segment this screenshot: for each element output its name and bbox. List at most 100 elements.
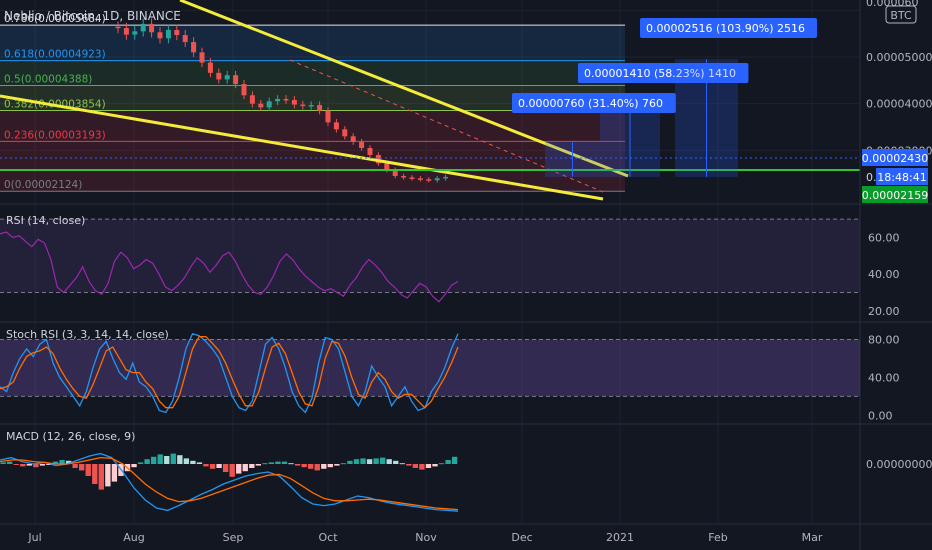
time-tick: Dec (511, 531, 532, 544)
macd-histogram-bar (111, 464, 118, 482)
candle-body (132, 31, 138, 35)
candle-body (417, 178, 423, 180)
candle-body (325, 110, 331, 123)
macd-histogram-bar (438, 463, 445, 465)
macd-histogram-bar (7, 461, 13, 464)
macd-histogram-bar (432, 464, 438, 467)
macd-histogram-bar (301, 464, 307, 468)
time-tick: Sep (223, 531, 244, 544)
time-tick: Nov (415, 531, 437, 544)
macd-title: MACD (12, 26, close, 9) (6, 430, 135, 443)
macd-histogram-bar (85, 464, 91, 476)
macd-histogram-bar (275, 461, 281, 464)
candle-body (149, 23, 155, 33)
target-label: 0.00001410 (58.23%) 1410 (584, 67, 736, 80)
macd-histogram-bar (59, 460, 65, 464)
macd-histogram-bar (399, 463, 405, 465)
currency-badge[interactable] (885, 5, 917, 24)
rsi-title: RSI (14, close) (6, 214, 85, 227)
time-tick: Jul (27, 531, 41, 544)
stoch-line (0, 335, 459, 409)
candle-body (165, 29, 171, 39)
candle-body (443, 176, 449, 179)
macd-histogram-bar (229, 464, 235, 477)
rsi-line (0, 231, 459, 303)
macd-histogram-bar (366, 459, 373, 464)
fib-level-label: 0.618(0.00004923) (4, 49, 106, 61)
macd-line (0, 452, 459, 512)
macd-histogram-bar (262, 463, 268, 465)
macd-histogram-bar (0, 462, 6, 464)
fib-level-label: 0(0.00002124) (4, 179, 82, 191)
stoch-tick: 40.00 (868, 371, 900, 384)
macd-histogram-bar (144, 459, 150, 464)
candle-body (291, 99, 297, 105)
fib-level-label: 0.5(0.00004388) (4, 74, 92, 86)
macd-histogram-bar (236, 464, 242, 474)
macd-histogram-bar (294, 464, 301, 466)
macd-histogram-bar (281, 461, 288, 464)
target-label: 0.00000760 (31.40%) 760 (518, 97, 663, 110)
macd-histogram-bar (157, 454, 163, 464)
candle-body (207, 62, 213, 73)
macd-histogram-bar (288, 463, 294, 465)
candle-body (140, 23, 146, 32)
macd-histogram-bar (340, 463, 347, 465)
macd-histogram-bar (255, 464, 262, 466)
macd-histogram-bar (46, 464, 52, 465)
macd-histogram-bar (321, 464, 327, 469)
macd-histogram-bar (203, 464, 209, 467)
time-tick: Feb (708, 531, 727, 544)
macd-histogram-bar (393, 460, 399, 464)
target-projections[interactable]: 0.00000760 (31.40%) 760 0.00001410 (58.23… (512, 18, 817, 177)
macd-histogram-bar (353, 459, 360, 464)
rsi-tick: 60.00 (868, 232, 900, 245)
stoch-rsi-pane: 80.00 40.00 0.00 (0, 333, 900, 422)
macd-histogram-bar (164, 456, 170, 464)
macd-histogram-bar (268, 462, 275, 464)
candle-body (199, 52, 205, 63)
stoch-band (0, 339, 860, 397)
candle-body (157, 32, 163, 39)
candle-body (384, 163, 390, 170)
time-axis[interactable]: Jul Aug Sep Oct Nov Dec 2021 Feb Mar (27, 531, 822, 544)
target-label-box (578, 63, 749, 83)
macd-histogram-bar (131, 464, 137, 468)
price-tick: 0.00005000 (866, 51, 932, 64)
macd-histogram-bar (347, 460, 353, 464)
currency-badge-label: BTC (890, 9, 912, 22)
trend-drawings[interactable] (0, 0, 860, 201)
candle-body (283, 99, 289, 101)
price-labels: 0.00002430 0. 18:48:41 0.00002159 (862, 149, 928, 203)
candle-body (409, 177, 415, 179)
countdown-value: 18:48:41 (877, 171, 926, 184)
fib-zone (0, 60, 625, 86)
time-tick: Aug (123, 531, 144, 544)
macd-histogram-bar (242, 464, 248, 472)
last-price-value: 0.00002430 (862, 152, 928, 165)
fib-zone (0, 25, 625, 61)
macd-histogram-bar (150, 456, 157, 464)
macd-histogram-bar (137, 462, 144, 464)
candle-body (182, 35, 188, 43)
upper-wedge-line[interactable] (179, 0, 629, 178)
price-tick: 0.00004000 (866, 98, 932, 111)
candle-body (392, 169, 398, 176)
macd-histogram-bar (451, 456, 458, 464)
rsi-band (0, 219, 860, 293)
macd-histogram-bar (379, 457, 386, 464)
candlestick-series (115, 18, 449, 183)
fib-zone (0, 110, 625, 142)
lower-wedge-line[interactable] (0, 94, 604, 201)
macd-histogram-bar (425, 464, 432, 468)
fib-level-label: 0.236(0.00003193) (4, 129, 106, 141)
time-tick: Mar (802, 531, 823, 544)
candle-body (174, 29, 180, 36)
macd-tick: 0.00000000 (866, 458, 932, 471)
stoch-tick: 80.00 (868, 333, 900, 346)
candle-body (191, 42, 197, 53)
grid (0, 0, 860, 524)
countdown-tag (876, 168, 928, 185)
macd-histogram-bar (72, 464, 78, 468)
